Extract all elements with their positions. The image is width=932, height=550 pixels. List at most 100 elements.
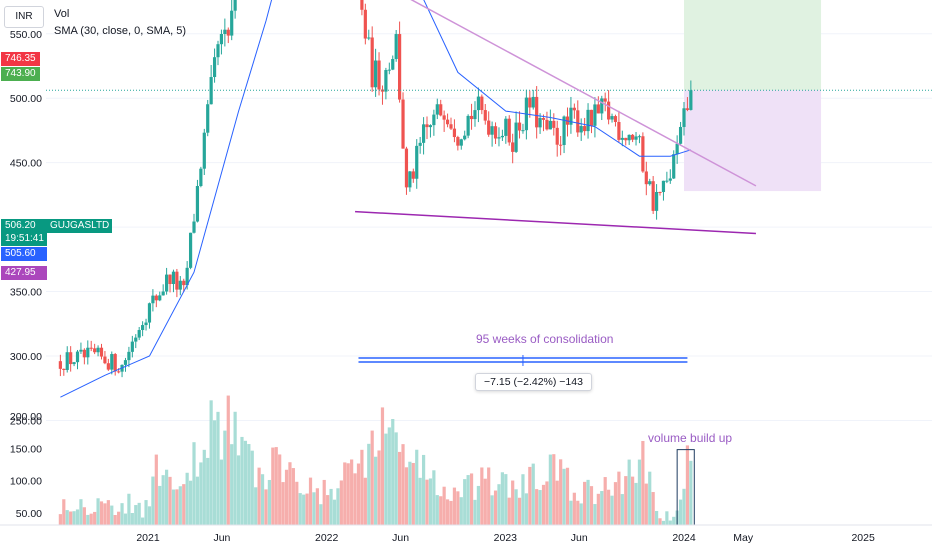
volume-bar <box>175 489 179 525</box>
volume-bar <box>483 478 487 525</box>
volume-bar <box>466 475 470 525</box>
candle-body <box>230 10 234 36</box>
legend-sma[interactable]: SMA (30, close, 0, SMA, 5) <box>54 25 187 37</box>
candle-body <box>593 104 597 126</box>
drawn-lines[interactable] <box>46 0 932 366</box>
volume-bar <box>346 463 350 525</box>
volume-bar <box>120 503 124 525</box>
volume-bar <box>137 502 141 525</box>
candle-body <box>507 118 511 143</box>
candle-body <box>490 126 494 135</box>
volume-bar <box>415 449 419 525</box>
candle-body <box>535 96 539 128</box>
candle-body <box>487 120 491 135</box>
candle-body <box>117 371 121 373</box>
stop-zone <box>684 90 822 192</box>
volume-bar <box>353 473 357 525</box>
volume-bar <box>469 473 474 525</box>
volume-bar <box>384 433 388 525</box>
volume-bar <box>490 495 494 525</box>
candle-body <box>195 185 200 222</box>
volume-bar <box>363 477 367 525</box>
candle-body <box>658 191 662 193</box>
candle-body <box>106 363 110 370</box>
countdown-tag: 19:51:41 <box>1 232 47 246</box>
candle-body <box>569 107 573 125</box>
candle-body <box>493 126 498 139</box>
candle-body <box>62 368 66 370</box>
volume-bar <box>147 506 152 525</box>
time-tick-label: Jun <box>213 532 230 544</box>
volume-bar <box>552 454 556 525</box>
candle-body <box>445 119 450 125</box>
candle-body <box>610 116 614 120</box>
symbol-tag: GUJGASLTD <box>47 219 113 233</box>
candle-body <box>144 322 148 326</box>
volume-bar <box>212 420 217 525</box>
candle-body <box>476 96 481 111</box>
candle-body <box>559 144 563 146</box>
currency-selector[interactable]: INR <box>4 6 44 28</box>
candle-body <box>134 337 138 342</box>
candle-body <box>374 60 378 88</box>
volume-bar <box>117 511 121 525</box>
candle-body <box>685 108 690 110</box>
volume-bar <box>202 449 206 525</box>
volume-bar <box>377 450 381 525</box>
candle-body <box>528 97 532 108</box>
volume-bar <box>195 476 200 525</box>
volume-bar <box>380 407 385 525</box>
time-tick-label: 2021 <box>136 532 160 544</box>
volume-bar <box>589 486 594 525</box>
candle-body <box>401 99 405 149</box>
volume-bar <box>168 476 172 525</box>
volume-bar <box>154 454 158 525</box>
volume-bar <box>521 474 525 525</box>
volume-tick-label: 100.00 <box>10 476 42 488</box>
volume-bar <box>332 499 337 525</box>
candle-body <box>456 137 460 146</box>
volume-bar <box>452 487 457 525</box>
volume-bar <box>188 480 193 525</box>
volume-bar <box>96 498 100 525</box>
candle-body <box>394 34 398 60</box>
candle-body <box>398 34 402 100</box>
candle-body <box>408 171 412 188</box>
candle-body <box>86 347 90 358</box>
upper-trendline <box>410 0 757 187</box>
volume-bar <box>278 454 282 525</box>
volume-bar <box>158 485 162 525</box>
time-axis-labels: 2021 Jun 2022 Jun 2023 Jun 2024 May 2025 <box>0 524 932 544</box>
volume-bar <box>240 436 244 525</box>
price-tick-label: 350.00 <box>10 287 42 299</box>
volume-bar <box>398 451 402 525</box>
volume-bar <box>637 459 642 525</box>
volume-bar <box>565 467 570 525</box>
candle-body <box>442 115 446 120</box>
candle-body <box>483 110 487 121</box>
legend-volume[interactable]: Vol <box>54 8 70 20</box>
candle-body <box>216 44 220 58</box>
candle-body <box>415 145 419 179</box>
candle-body <box>93 348 97 353</box>
volume-bar <box>367 443 371 525</box>
volume-bar <box>322 479 326 525</box>
candle-body <box>151 295 155 304</box>
volume-bar <box>58 514 62 525</box>
candle-body <box>367 37 371 39</box>
volume-bar <box>449 500 453 525</box>
candle-body <box>404 148 409 188</box>
volume-bar <box>230 444 234 525</box>
volume-bar <box>603 477 607 525</box>
candle-body <box>188 232 193 268</box>
candle-body <box>199 168 203 186</box>
candle-body <box>185 267 189 286</box>
candle-body <box>678 126 683 144</box>
volume-bar <box>130 513 134 525</box>
volume-bar <box>593 504 597 525</box>
candle-body <box>504 118 508 136</box>
volume-bar <box>531 463 535 525</box>
target-zone <box>684 0 822 91</box>
sma-line <box>60 0 692 398</box>
